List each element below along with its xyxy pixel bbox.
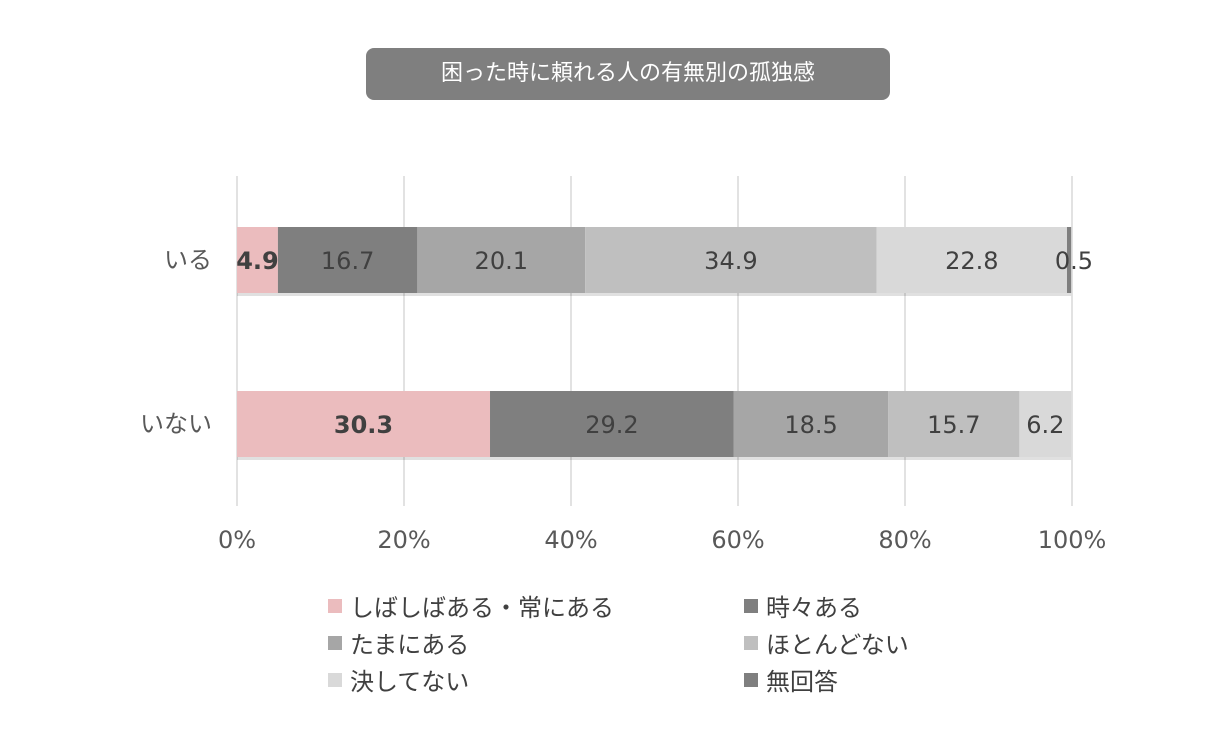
data-label: 22.8 (945, 247, 998, 275)
legend-item: 無回答 (744, 664, 928, 696)
bar-segment (237, 227, 278, 293)
legend-swatch (744, 635, 758, 650)
bar-segment (1019, 391, 1072, 457)
legend-label: 無回答 (766, 668, 838, 696)
data-label: 16.7 (321, 247, 374, 275)
legend-item: ほとんどない (744, 627, 928, 659)
legend-item: しばしばある・常にある (328, 590, 744, 622)
bar-shadow (237, 293, 278, 296)
bar-shadow (1019, 457, 1072, 460)
legend-label: ほとんどない (766, 631, 909, 659)
bar-segment (277, 227, 418, 293)
data-label: 29.2 (585, 411, 638, 439)
bar-shadow (585, 293, 877, 296)
legend-item: たまにある (328, 627, 744, 659)
bar-segment (417, 227, 586, 293)
bar-shadow (277, 293, 418, 296)
legend-label: しばしばある・常にある (350, 594, 614, 622)
bar-segment (237, 391, 491, 457)
legend-item: 時々ある (744, 590, 928, 622)
x-tick-label: 20% (377, 526, 430, 554)
x-tick-label: 80% (878, 526, 931, 554)
legend-swatch (744, 598, 758, 613)
chart-title: 困った時に頼れる人の有無別の孤独感 (366, 48, 890, 100)
legend-swatch (744, 672, 758, 687)
category-label: いる (164, 246, 212, 274)
bar-segment (490, 391, 734, 457)
x-tick-label: 0% (218, 526, 256, 554)
data-label: 4.9 (236, 247, 279, 275)
chart-canvas: 4.9 16.7 20.1 34.9 22.8 0.5 30.3 29.2 18.5 15.7 6.… (140, 176, 1106, 554)
bar-shadow (1066, 293, 1072, 296)
legend-swatch (328, 598, 342, 613)
bars (237, 227, 1072, 460)
legend-swatch (328, 672, 342, 687)
bar-segment (888, 391, 1020, 457)
data-label: 20.1 (475, 247, 528, 275)
bar-segment (733, 391, 889, 457)
category-label: いない (140, 410, 212, 438)
bar-shadow (490, 457, 734, 460)
x-tick-label: 60% (711, 526, 764, 554)
data-label: 30.3 (334, 411, 393, 439)
x-tick-label: 40% (544, 526, 597, 554)
x-tick-label: 100% (1038, 526, 1107, 554)
bar-segment (585, 227, 877, 293)
legend-label: 決してない (350, 668, 470, 696)
data-label: 34.9 (704, 247, 757, 275)
data-label: 6.2 (1026, 411, 1064, 439)
data-label: 15.7 (927, 411, 980, 439)
data-label: 18.5 (784, 411, 837, 439)
legend-swatch (328, 635, 342, 650)
bar-shadow (733, 457, 889, 460)
bar-shadow (237, 457, 491, 460)
bar-shadow (876, 293, 1067, 296)
legend: しばしばある・常にある 時々あるたまにある ほとんどない決してない 無回答 (328, 590, 928, 696)
legend-label: たまにある (350, 631, 470, 659)
bar-shadow (888, 457, 1020, 460)
data-label: 0.5 (1055, 247, 1093, 275)
legend-label: 時々ある (766, 594, 862, 622)
legend-item: 決してない (328, 664, 744, 696)
bar-segment (1066, 227, 1072, 293)
data-labels: 4.9 16.7 20.1 34.9 22.8 0.5 30.3 29.2 18.5 15.7 6.… (236, 247, 1093, 439)
bar-segment (876, 227, 1067, 293)
bar-shadow (417, 293, 586, 296)
